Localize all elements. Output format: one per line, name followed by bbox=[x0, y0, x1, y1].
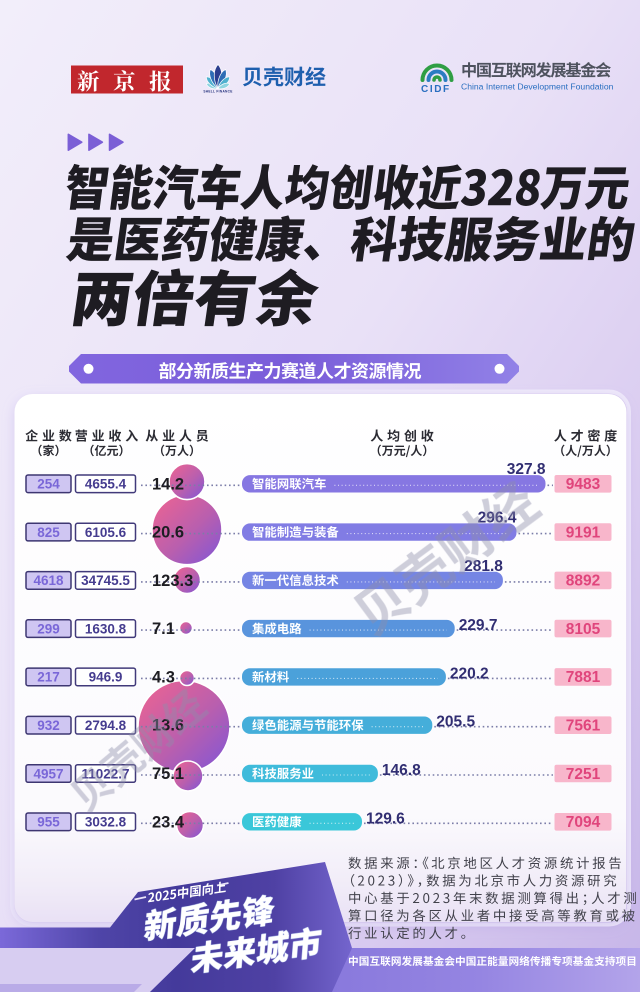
svg-text:205.5: 205.5 bbox=[436, 714, 475, 731]
svg-text:9483: 9483 bbox=[566, 476, 601, 493]
svg-text:7094: 7094 bbox=[566, 814, 601, 831]
svg-text:146.8: 146.8 bbox=[382, 762, 421, 779]
svg-text:1630.8: 1630.8 bbox=[85, 621, 127, 636]
svg-text:CIDF: CIDF bbox=[421, 84, 451, 95]
svg-text:955: 955 bbox=[37, 815, 60, 830]
svg-text:7251: 7251 bbox=[566, 766, 601, 783]
svg-text:34745.5: 34745.5 bbox=[81, 573, 130, 588]
svg-text:8892: 8892 bbox=[566, 573, 600, 590]
svg-text:254: 254 bbox=[37, 477, 60, 492]
svg-text:4957: 4957 bbox=[33, 766, 63, 781]
svg-text:217: 217 bbox=[37, 670, 60, 685]
svg-text:SHELL FINANCE: SHELL FINANCE bbox=[203, 90, 232, 94]
svg-text:825: 825 bbox=[37, 525, 60, 540]
svg-text:14.2: 14.2 bbox=[152, 475, 184, 493]
svg-text:23.4: 23.4 bbox=[152, 813, 185, 831]
svg-text:229.7: 229.7 bbox=[459, 617, 498, 634]
svg-text:7881: 7881 bbox=[566, 669, 601, 686]
svg-text:China Internet Development Fou: China Internet Development Foundation bbox=[461, 82, 614, 92]
svg-text:2794.8: 2794.8 bbox=[85, 718, 127, 733]
svg-text:75.1: 75.1 bbox=[152, 765, 184, 783]
svg-text:327.8: 327.8 bbox=[507, 461, 546, 478]
svg-text:7561: 7561 bbox=[566, 718, 601, 735]
svg-text:8105: 8105 bbox=[566, 621, 601, 638]
svg-text:4655.4: 4655.4 bbox=[85, 477, 127, 492]
svg-text:9191: 9191 bbox=[566, 524, 601, 541]
svg-text:20.6: 20.6 bbox=[152, 524, 184, 542]
svg-text:4.3: 4.3 bbox=[152, 668, 175, 686]
svg-text:6105.6: 6105.6 bbox=[85, 525, 127, 540]
svg-text:4618: 4618 bbox=[33, 573, 64, 588]
svg-text:946.9: 946.9 bbox=[89, 670, 123, 685]
svg-text:220.2: 220.2 bbox=[450, 665, 489, 682]
svg-text:3032.8: 3032.8 bbox=[85, 815, 127, 830]
svg-text:129.6: 129.6 bbox=[366, 810, 405, 827]
svg-text:7.1: 7.1 bbox=[152, 620, 175, 638]
svg-text:123.3: 123.3 bbox=[152, 572, 193, 590]
svg-text:299: 299 bbox=[37, 621, 60, 636]
svg-text:932: 932 bbox=[37, 718, 60, 733]
